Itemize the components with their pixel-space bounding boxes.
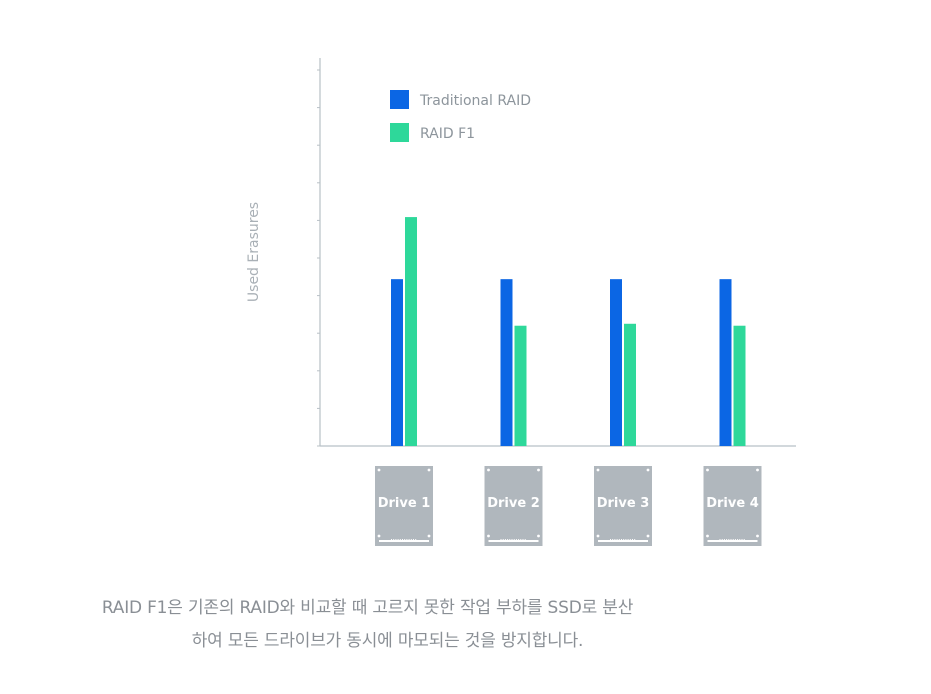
drive-pin — [402, 539, 403, 542]
drive-pin — [397, 539, 399, 542]
bar-raid-f1-2 — [514, 325, 527, 446]
bar-traditional-raid-1 — [391, 279, 403, 446]
drive-screw — [706, 534, 709, 538]
drive-connector — [707, 540, 758, 542]
drive-pin — [612, 539, 614, 542]
bar-raid-f1-3 — [624, 323, 636, 446]
drive-icon-3: Drive 3 — [594, 466, 652, 546]
drive-label: Drive 1 — [378, 496, 431, 511]
drive-body — [703, 466, 762, 546]
drive-pin — [721, 539, 723, 542]
drive-pin — [625, 539, 627, 542]
drive-connector — [488, 540, 539, 542]
drive-pin — [616, 539, 618, 542]
drive-pin — [511, 539, 513, 542]
caption-line-2: 하여 모든 드라이브가 동시에 마모되는 것을 방지합니다. — [191, 631, 584, 651]
drive-screw — [706, 468, 709, 472]
drive-pin — [415, 539, 417, 542]
drive-pin — [627, 539, 629, 542]
drive-screw — [756, 534, 759, 538]
drive-pin — [621, 539, 622, 542]
bar-raid-f1-1 — [405, 217, 417, 446]
drive-pin — [410, 539, 412, 542]
drive-screw — [596, 534, 600, 538]
legend-label: Traditional RAID — [419, 93, 531, 109]
drive-screw — [377, 534, 381, 538]
drive-pin — [518, 539, 520, 542]
drive-pin — [393, 539, 395, 542]
drive-pin — [507, 539, 509, 542]
drive-icon-2: Drive 2 — [484, 466, 543, 546]
drive-pin — [739, 539, 741, 542]
drive-screw — [427, 468, 431, 472]
legend-swatch — [390, 123, 409, 142]
bar-traditional-raid-3 — [610, 279, 622, 446]
drive-pin — [404, 539, 406, 542]
drive-pin — [623, 539, 625, 542]
drive-pin — [634, 539, 636, 542]
drive-pin — [524, 539, 526, 542]
drive-screw — [596, 468, 600, 472]
drive-pin — [632, 539, 633, 542]
drive-pin — [399, 539, 401, 542]
drive-connector — [598, 540, 648, 542]
drive-screw — [537, 468, 540, 472]
drive-screw — [537, 534, 540, 538]
drive-pin — [502, 539, 504, 542]
drive-pin — [734, 539, 736, 542]
chart-bars — [391, 217, 746, 446]
drive-icon-4: Drive 4 — [703, 466, 762, 546]
drive-pin — [726, 539, 728, 542]
drive-screw — [487, 468, 490, 472]
drive-screw — [646, 468, 650, 472]
drive-icon-1: Drive 1 — [375, 466, 433, 546]
y-axis-label: Used Erasures — [246, 202, 262, 302]
drive-label: Drive 2 — [487, 496, 540, 511]
bar-raid-f1-4 — [733, 325, 746, 446]
drive-pin — [406, 539, 408, 542]
drive-pin — [719, 539, 721, 542]
drive-pin — [728, 539, 730, 542]
drive-screw — [756, 468, 759, 472]
drive-pin — [515, 539, 517, 542]
legend-swatch — [390, 90, 409, 109]
drive-pin — [732, 539, 734, 542]
drive-pin — [730, 539, 732, 542]
chart-legend: Traditional RAID RAID F1 — [390, 90, 531, 142]
drive-connector — [379, 540, 429, 542]
caption-line-1: RAID F1은 기존의 RAID와 비교할 때 고르지 못한 작업 부하를 S… — [101, 598, 634, 618]
legend-label: RAID F1 — [420, 126, 475, 142]
drive-pin — [737, 539, 739, 542]
drive-screw — [427, 534, 431, 538]
drive-pin — [413, 539, 414, 542]
drive-pin — [520, 539, 522, 542]
drive-pin — [408, 539, 410, 542]
drive-label: Drive 4 — [706, 496, 759, 511]
drive-pin — [610, 539, 611, 542]
drive-screw — [487, 534, 490, 538]
drive-pin — [741, 539, 743, 542]
drive-icons: Drive 1 Drive 2 Drive 3 Drive 4 — [375, 466, 762, 546]
drive-pin — [500, 539, 502, 542]
drive-pin — [522, 539, 524, 542]
drive-pin — [513, 539, 515, 542]
bar-traditional-raid-2 — [500, 279, 513, 446]
drive-body — [375, 466, 433, 546]
drive-pin — [743, 539, 745, 542]
drive-pin — [504, 539, 506, 542]
drive-body — [594, 466, 652, 546]
drive-pin — [395, 539, 397, 542]
drive-label: Drive 3 — [597, 496, 650, 511]
drive-pin — [614, 539, 616, 542]
drive-screw — [377, 468, 381, 472]
drive-pin — [723, 539, 725, 542]
drive-body — [484, 466, 543, 546]
drive-pin — [391, 539, 392, 542]
bar-traditional-raid-4 — [719, 279, 732, 446]
drive-screw — [646, 534, 650, 538]
drive-pin — [509, 539, 511, 542]
drive-pin — [629, 539, 631, 542]
drive-pin — [618, 539, 620, 542]
